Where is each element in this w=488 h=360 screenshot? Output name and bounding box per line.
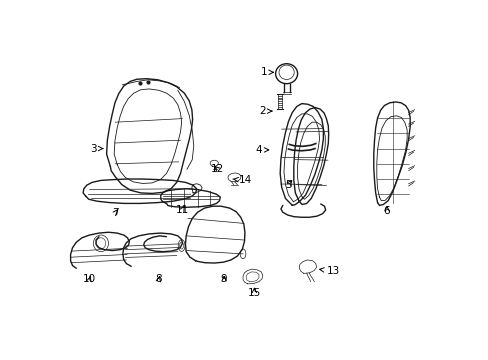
Text: 1: 1 (261, 67, 273, 77)
Text: 12: 12 (211, 164, 224, 174)
Text: 4: 4 (255, 145, 268, 155)
Text: 2: 2 (259, 106, 271, 116)
Text: 14: 14 (232, 175, 251, 185)
Text: 6: 6 (383, 206, 389, 216)
Text: 15: 15 (247, 288, 261, 298)
Text: 3: 3 (90, 144, 103, 153)
Text: 10: 10 (83, 274, 96, 284)
Text: 5: 5 (285, 180, 291, 190)
Text: 7: 7 (112, 208, 119, 218)
Text: 13: 13 (319, 266, 339, 276)
Text: 8: 8 (155, 274, 162, 284)
Text: 9: 9 (220, 274, 227, 284)
Text: 11: 11 (175, 204, 189, 215)
